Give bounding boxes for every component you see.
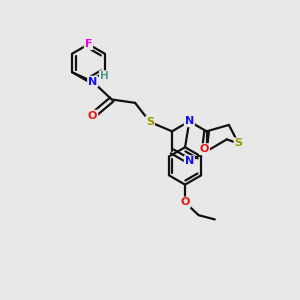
- Text: O: O: [180, 197, 190, 207]
- Text: N: N: [185, 116, 194, 126]
- Text: N: N: [185, 156, 194, 166]
- Text: O: O: [200, 144, 209, 154]
- Text: S: S: [146, 117, 154, 127]
- Text: H: H: [100, 71, 109, 81]
- Text: F: F: [85, 39, 92, 49]
- Text: O: O: [88, 111, 97, 121]
- Text: S: S: [234, 138, 242, 148]
- Text: N: N: [88, 76, 97, 87]
